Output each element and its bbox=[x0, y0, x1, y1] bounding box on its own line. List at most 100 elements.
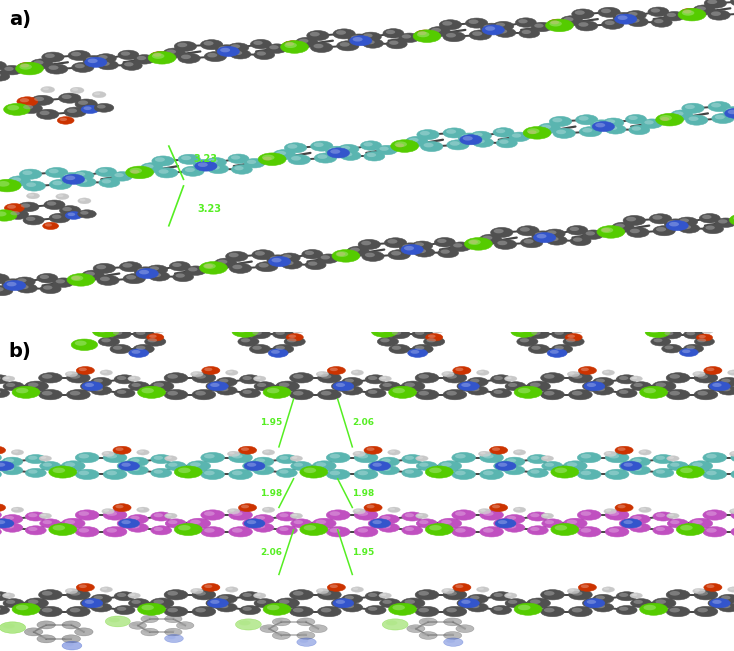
Circle shape bbox=[365, 389, 386, 398]
Circle shape bbox=[52, 215, 62, 219]
Circle shape bbox=[228, 451, 240, 456]
Circle shape bbox=[493, 128, 514, 137]
Circle shape bbox=[679, 224, 700, 233]
Circle shape bbox=[232, 471, 242, 475]
Circle shape bbox=[494, 461, 517, 471]
Circle shape bbox=[731, 527, 734, 537]
Circle shape bbox=[564, 461, 587, 471]
Circle shape bbox=[670, 463, 680, 467]
Circle shape bbox=[255, 467, 265, 471]
Circle shape bbox=[495, 462, 516, 471]
Circle shape bbox=[217, 386, 237, 395]
Circle shape bbox=[341, 146, 350, 150]
Circle shape bbox=[293, 608, 303, 613]
Circle shape bbox=[494, 518, 517, 529]
Circle shape bbox=[708, 102, 730, 111]
Circle shape bbox=[152, 53, 164, 59]
Circle shape bbox=[595, 123, 606, 128]
Circle shape bbox=[0, 463, 5, 467]
Circle shape bbox=[117, 593, 126, 597]
Circle shape bbox=[220, 48, 230, 52]
Circle shape bbox=[167, 456, 172, 459]
Circle shape bbox=[606, 452, 611, 454]
Circle shape bbox=[25, 381, 48, 391]
Circle shape bbox=[586, 231, 595, 236]
Circle shape bbox=[150, 512, 172, 521]
Circle shape bbox=[421, 633, 429, 636]
Circle shape bbox=[639, 450, 651, 455]
Circle shape bbox=[371, 326, 398, 337]
Circle shape bbox=[351, 370, 363, 376]
Circle shape bbox=[702, 224, 724, 234]
Circle shape bbox=[632, 377, 637, 379]
Circle shape bbox=[531, 22, 552, 32]
Circle shape bbox=[683, 344, 703, 353]
Circle shape bbox=[353, 508, 366, 514]
Circle shape bbox=[244, 158, 265, 168]
Circle shape bbox=[131, 623, 139, 626]
Circle shape bbox=[329, 148, 338, 152]
Circle shape bbox=[130, 524, 139, 529]
Circle shape bbox=[204, 368, 212, 371]
Circle shape bbox=[0, 593, 1, 597]
Circle shape bbox=[59, 206, 81, 215]
Circle shape bbox=[153, 456, 163, 460]
Circle shape bbox=[708, 10, 730, 20]
Circle shape bbox=[321, 374, 331, 379]
Circle shape bbox=[279, 513, 288, 518]
Circle shape bbox=[114, 375, 135, 384]
Circle shape bbox=[291, 462, 312, 471]
Circle shape bbox=[148, 339, 157, 342]
Circle shape bbox=[76, 172, 85, 176]
Circle shape bbox=[605, 124, 626, 134]
Circle shape bbox=[653, 526, 674, 535]
Circle shape bbox=[0, 273, 10, 284]
Circle shape bbox=[334, 251, 354, 260]
Circle shape bbox=[455, 368, 463, 371]
Circle shape bbox=[139, 508, 144, 510]
Circle shape bbox=[93, 604, 103, 608]
Circle shape bbox=[117, 518, 141, 529]
Circle shape bbox=[102, 587, 107, 590]
Circle shape bbox=[37, 109, 59, 119]
Circle shape bbox=[527, 598, 550, 608]
Circle shape bbox=[62, 518, 85, 529]
Circle shape bbox=[0, 469, 1, 480]
Circle shape bbox=[541, 389, 564, 400]
Circle shape bbox=[578, 469, 601, 480]
Circle shape bbox=[219, 387, 228, 391]
Circle shape bbox=[293, 591, 303, 596]
Circle shape bbox=[482, 25, 504, 35]
Circle shape bbox=[217, 378, 237, 387]
Circle shape bbox=[318, 589, 324, 592]
Circle shape bbox=[71, 339, 98, 350]
Circle shape bbox=[578, 22, 589, 27]
Circle shape bbox=[91, 378, 112, 387]
Circle shape bbox=[202, 583, 220, 591]
Circle shape bbox=[495, 519, 516, 528]
Circle shape bbox=[443, 589, 449, 592]
Circle shape bbox=[4, 281, 26, 290]
Circle shape bbox=[388, 450, 400, 455]
Circle shape bbox=[318, 606, 341, 616]
Circle shape bbox=[79, 454, 89, 458]
Circle shape bbox=[470, 132, 492, 141]
Circle shape bbox=[461, 600, 470, 604]
Circle shape bbox=[667, 519, 688, 528]
Circle shape bbox=[219, 596, 228, 600]
Circle shape bbox=[371, 519, 382, 524]
Circle shape bbox=[549, 21, 562, 27]
Circle shape bbox=[290, 456, 302, 461]
Circle shape bbox=[408, 349, 427, 357]
Circle shape bbox=[239, 447, 257, 454]
Circle shape bbox=[49, 214, 70, 223]
Circle shape bbox=[730, 214, 734, 227]
Circle shape bbox=[138, 386, 165, 398]
Circle shape bbox=[404, 456, 414, 460]
Circle shape bbox=[443, 606, 467, 616]
Circle shape bbox=[121, 51, 130, 56]
Circle shape bbox=[178, 525, 191, 531]
Circle shape bbox=[0, 389, 10, 398]
Circle shape bbox=[121, 61, 142, 70]
Circle shape bbox=[164, 606, 188, 616]
